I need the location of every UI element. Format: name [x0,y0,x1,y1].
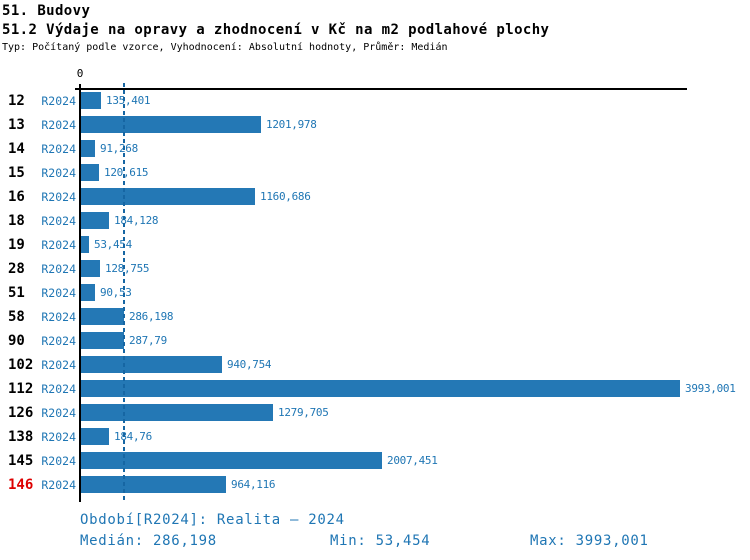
row-bar [81,284,95,301]
row-value-label: 184,76 [114,430,152,443]
row-category-label: 51 [8,285,25,301]
row-series-label: R2024 [41,262,76,276]
footer-period-label: Období[R2024]: Realita – 2024 [80,512,345,528]
row-series-label: R2024 [41,382,76,396]
row-bar [81,380,680,397]
row-series-label: R2024 [41,430,76,444]
row-series-label: R2024 [41,142,76,156]
plot-area: 0 12 R2024 135,401 13 R2024 1201,978 14 … [0,67,750,502]
row-category-label: 16 [8,189,25,205]
row-series-label: R2024 [41,94,76,108]
row-bar [81,428,109,445]
row-bar [81,140,95,157]
row-value-label: 1201,978 [266,118,317,131]
row-bar [81,356,222,373]
footer-min-label: Min: 53,454 [330,533,431,549]
row-series-label: R2024 [41,166,76,180]
row-bar [81,92,101,109]
page-title: 51. Budovy [2,3,91,19]
chart-row: 146 R2024 964,116 [0,473,750,497]
row-category-label: 112 [8,381,34,397]
row-bar [81,212,109,229]
chart-row: 19 R2024 53,454 [0,233,750,257]
row-series-label: R2024 [41,238,76,252]
row-bar [81,164,99,181]
row-category-label: 14 [8,141,25,157]
row-value-label: 91,268 [100,142,138,155]
row-series-label: R2024 [41,118,76,132]
y-axis-line [79,84,81,502]
chart-subtitle: 51.2 Výdaje na opravy a zhodnocení v Kč … [2,22,550,38]
row-value-label: 184,128 [114,214,159,227]
row-bar [81,260,100,277]
row-bar [81,332,124,349]
row-value-label: 128,755 [105,262,150,275]
chart-row: 145 R2024 2007,451 [0,449,750,473]
chart-row: 51 R2024 90,53 [0,281,750,305]
row-value-label: 3993,001 [685,382,736,395]
row-series-label: R2024 [41,454,76,468]
chart-row: 28 R2024 128,755 [0,257,750,281]
chart-meta-line: Typ: Počítaný podle vzorce, Vyhodnocení:… [2,42,448,53]
row-value-label: 135,401 [106,94,151,107]
row-series-label: R2024 [41,406,76,420]
chart-row: 126 R2024 1279,705 [0,401,750,425]
row-value-label: 1279,705 [278,406,329,419]
row-category-label: 19 [8,237,25,253]
row-value-label: 1160,686 [260,190,311,203]
chart-row: 102 R2024 940,754 [0,353,750,377]
row-category-label: 18 [8,213,25,229]
row-category-label: 15 [8,165,25,181]
footer-median-label: Medián: 286,198 [80,533,217,549]
row-value-label: 964,116 [231,478,276,491]
row-value-label: 2007,451 [387,454,438,467]
chart-row: 90 R2024 287,79 [0,329,750,353]
row-bar [81,188,255,205]
row-series-label: R2024 [41,310,76,324]
row-bar [81,116,261,133]
row-series-label: R2024 [41,478,76,492]
row-series-label: R2024 [41,334,76,348]
row-value-label: 287,79 [129,334,167,347]
median-line [122,83,125,502]
row-value-label: 120,615 [104,166,149,179]
row-bar [81,404,273,421]
row-bar [81,236,89,253]
row-category-label: 28 [8,261,25,277]
row-category-label: 90 [8,333,25,349]
row-category-label: 126 [8,405,34,421]
row-value-label: 53,454 [94,238,132,251]
row-bar [81,476,226,493]
row-series-label: R2024 [41,286,76,300]
row-series-label: R2024 [41,214,76,228]
chart-row: 12 R2024 135,401 [0,89,750,113]
chart-row: 18 R2024 184,128 [0,209,750,233]
row-series-label: R2024 [41,190,76,204]
chart-row: 138 R2024 184,76 [0,425,750,449]
chart-row: 16 R2024 1160,686 [0,185,750,209]
row-bar [81,452,382,469]
row-value-label: 940,754 [227,358,272,371]
row-category-label: 13 [8,117,25,133]
row-bar [81,308,124,325]
chart-row: 13 R2024 1201,978 [0,113,750,137]
row-value-label: 90,53 [100,286,132,299]
row-category-label: 138 [8,429,34,445]
row-category-label: 102 [8,357,34,373]
row-series-label: R2024 [41,358,76,372]
x-axis-zero-label: 0 [76,67,84,80]
row-category-label: 145 [8,453,34,469]
row-category-label: 146 [8,477,34,493]
row-category-label: 58 [8,309,25,325]
chart-row: 112 R2024 3993,001 [0,377,750,401]
chart-row: 15 R2024 120,615 [0,161,750,185]
chart-row: 14 R2024 91,268 [0,137,750,161]
chart-row: 58 R2024 286,198 [0,305,750,329]
x-axis-line [75,88,687,90]
footer-max-label: Max: 3993,001 [530,533,649,549]
row-category-label: 12 [8,93,25,109]
row-value-label: 286,198 [129,310,174,323]
